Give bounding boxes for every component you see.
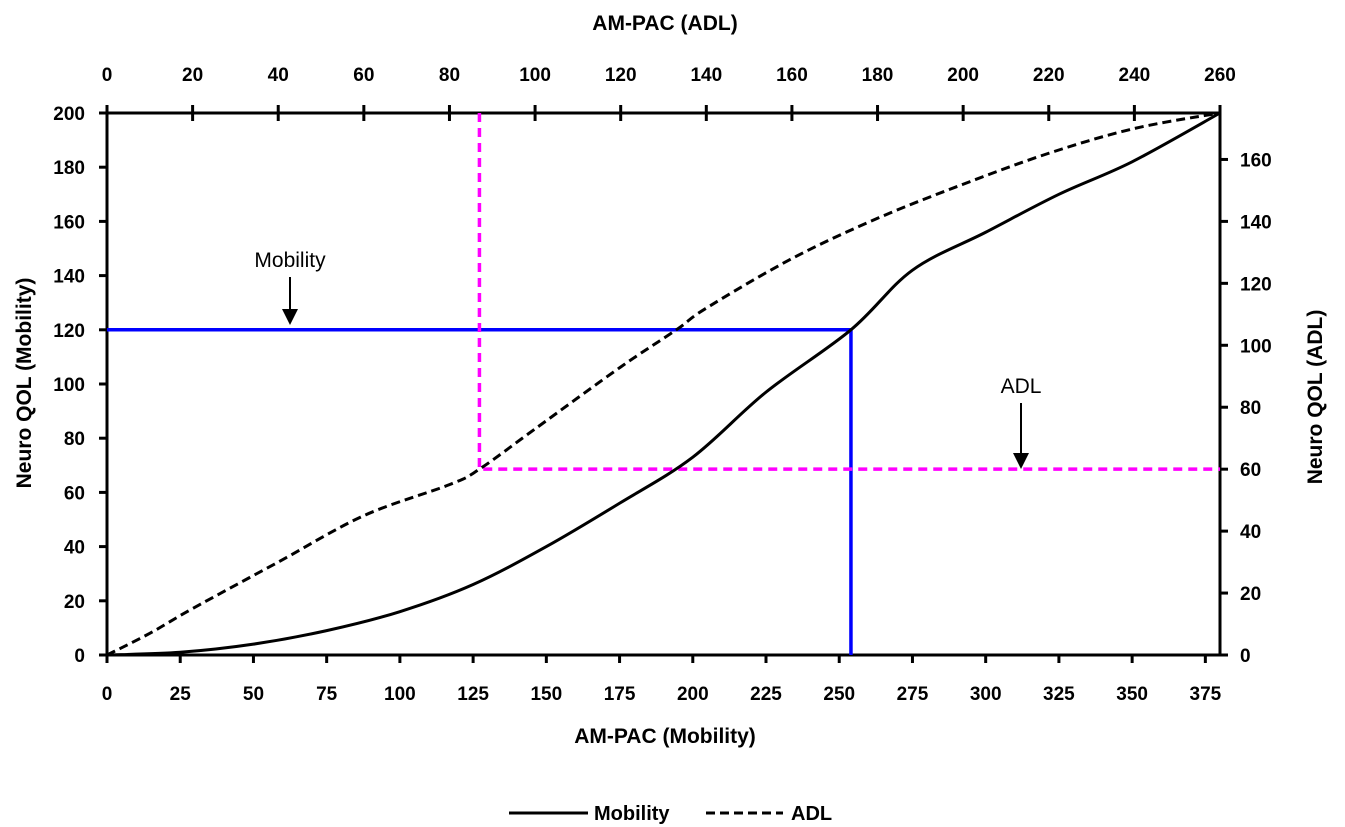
y-right-tick-label: 80 xyxy=(1240,398,1261,419)
adl-arrow-head xyxy=(1013,453,1029,469)
y-right-tick-label: 100 xyxy=(1240,336,1272,357)
y-left-tick-label: 200 xyxy=(53,104,85,125)
x-top-tick-label: 260 xyxy=(1204,65,1236,86)
x-top-tick-label: 140 xyxy=(690,65,722,86)
axis-ticks xyxy=(99,105,1228,663)
y-left-tick-label: 120 xyxy=(53,321,85,342)
y-right-tick-label: 40 xyxy=(1240,522,1261,543)
x-bottom-tick-label: 150 xyxy=(530,684,562,705)
y-right-tick-label: 160 xyxy=(1240,150,1272,171)
series-lines xyxy=(106,111,1221,657)
y-right-tick-label: 120 xyxy=(1240,274,1272,295)
x-top-tick-label: 160 xyxy=(776,65,808,86)
x-top-tick-label: 120 xyxy=(605,65,637,86)
y-left-tick-label: 180 xyxy=(53,158,85,179)
y-left-axis-title: Neuro QOL (Mobility) xyxy=(13,278,36,489)
y-left-tick-label: 20 xyxy=(64,592,85,613)
y-left-tick-label: 0 xyxy=(74,646,85,667)
x-bottom-tick-label: 25 xyxy=(170,684,192,705)
x-bottom-tick-label: 325 xyxy=(1043,684,1075,705)
x-bottom-tick-label: 275 xyxy=(897,684,929,705)
tick-labels: 0 25 50 75 100 125 150 175 200 225 250 275 300 325 350… xyxy=(53,65,1271,705)
mobility-annotation-label: Mobility xyxy=(254,249,326,272)
x-bottom-tick-label: 350 xyxy=(1116,684,1148,705)
annotations: Mobility ADL xyxy=(254,249,1041,469)
x-top-tick-label: 200 xyxy=(947,65,979,86)
legend: Mobility ADL xyxy=(509,803,832,825)
x-bottom-tick-label: 225 xyxy=(750,684,782,705)
legend-label-adl: ADL xyxy=(791,803,832,825)
x-top-tick-label: 20 xyxy=(182,65,203,86)
x-bottom-tick-label: 75 xyxy=(316,684,338,705)
y-left-tick-label: 160 xyxy=(53,212,85,233)
x-bottom-tick-label: 300 xyxy=(970,684,1002,705)
x-bottom-tick-label: 175 xyxy=(604,684,636,705)
x-top-tick-label: 0 xyxy=(102,65,113,86)
mobility-arrow-head xyxy=(282,309,298,325)
x-bottom-tick-label: 100 xyxy=(384,684,416,705)
reference-lines xyxy=(107,113,1220,655)
x-top-axis-title: AM-PAC (ADL) xyxy=(592,12,737,35)
x-bottom-tick-label: 0 xyxy=(102,684,113,705)
y-left-tick-label: 140 xyxy=(53,267,85,288)
x-top-tick-label: 220 xyxy=(1033,65,1065,86)
plot-frame xyxy=(105,111,1222,657)
x-top-tick-label: 80 xyxy=(439,65,460,86)
y-right-tick-label: 0 xyxy=(1240,646,1251,667)
y-right-axis-title: Neuro QOL (ADL) xyxy=(1304,310,1327,485)
adl-annotation-label: ADL xyxy=(1001,375,1042,398)
y-left-tick-label: 80 xyxy=(64,429,85,450)
y-right-tick-label: 20 xyxy=(1240,584,1261,605)
series-line-adl xyxy=(106,111,1221,657)
x-bottom-tick-label: 125 xyxy=(457,684,489,705)
legend-label-mobility: Mobility xyxy=(594,803,670,825)
x-bottom-tick-label: 250 xyxy=(823,684,855,705)
x-top-tick-label: 240 xyxy=(1119,65,1151,86)
x-top-tick-label: 100 xyxy=(519,65,551,86)
x-bottom-tick-label: 375 xyxy=(1190,684,1222,705)
x-bottom-tick-label: 50 xyxy=(243,684,264,705)
x-top-tick-label: 40 xyxy=(268,65,289,86)
y-right-tick-label: 60 xyxy=(1240,460,1261,481)
reference-line-mobility xyxy=(107,328,853,655)
x-bottom-axis-title: AM-PAC (Mobility) xyxy=(574,725,756,748)
series-line-mobility xyxy=(106,111,1221,657)
y-left-tick-label: 40 xyxy=(64,538,85,559)
x-top-tick-label: 180 xyxy=(862,65,894,86)
y-left-tick-label: 100 xyxy=(53,375,85,396)
x-top-tick-label: 60 xyxy=(353,65,374,86)
x-bottom-tick-label: 200 xyxy=(677,684,709,705)
y-right-tick-label: 140 xyxy=(1240,212,1272,233)
y-left-tick-label: 60 xyxy=(64,483,85,504)
